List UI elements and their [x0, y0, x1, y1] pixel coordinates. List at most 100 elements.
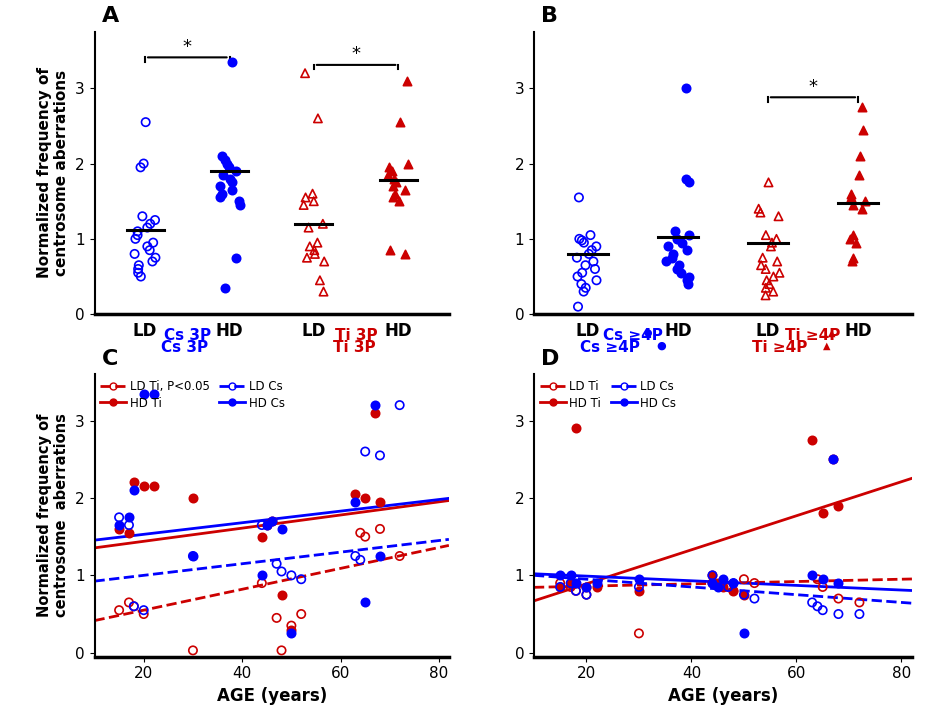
Point: [725, 578, 740, 589]
Point: [704, 578, 719, 589]
Point: [259, 520, 274, 531]
Point: [185, 645, 200, 656]
Point: [569, 271, 584, 282]
Point: [307, 244, 322, 256]
Point: [670, 260, 685, 271]
Point: [399, 75, 414, 86]
Point: [674, 237, 689, 249]
Text: ▲: ▲: [822, 340, 830, 350]
Point: [254, 531, 269, 542]
Point: [214, 188, 229, 199]
Point: [673, 267, 688, 278]
Point: [259, 520, 274, 531]
Point: [587, 263, 602, 275]
Point: [142, 244, 157, 256]
Point: [302, 241, 317, 252]
Text: ●: ●: [643, 328, 651, 337]
Point: [852, 150, 868, 162]
Point: [576, 237, 591, 249]
Point: [760, 176, 775, 188]
Point: [746, 593, 761, 604]
Point: [765, 286, 780, 297]
Point: [111, 523, 126, 534]
Point: [589, 578, 604, 589]
Point: [573, 278, 588, 289]
Point: [385, 181, 400, 192]
Point: [720, 581, 735, 592]
Point: [704, 570, 719, 581]
Point: [757, 289, 772, 301]
Point: [219, 158, 234, 169]
Point: [357, 446, 372, 457]
Point: [720, 581, 735, 592]
Point: [396, 249, 412, 260]
Point: [574, 267, 589, 278]
Point: [845, 199, 860, 210]
Point: [771, 267, 786, 278]
Point: [725, 578, 740, 589]
Point: [133, 162, 148, 173]
Point: [763, 241, 778, 252]
Point: [140, 222, 155, 233]
Point: [283, 570, 298, 581]
Text: C: C: [102, 349, 118, 369]
Point: [576, 286, 591, 297]
Point: [842, 192, 857, 203]
Point: [752, 260, 767, 271]
Point: [681, 176, 696, 188]
Point: [295, 199, 311, 210]
Point: [681, 229, 696, 241]
Point: [231, 196, 246, 207]
Point: [563, 578, 578, 589]
Point: [815, 508, 830, 519]
Point: [709, 578, 724, 589]
Point: [380, 169, 396, 181]
Point: [680, 275, 695, 286]
Point: [845, 252, 860, 263]
Point: [372, 523, 387, 534]
Point: [571, 192, 586, 203]
Point: [552, 578, 567, 589]
Point: [315, 218, 330, 229]
Y-axis label: Normalized frequency of
centrosome  aberrations: Normalized frequency of centrosome aberr…: [37, 414, 70, 617]
Point: [851, 597, 866, 608]
Point: [301, 222, 316, 233]
Point: [757, 263, 772, 275]
Point: [307, 249, 322, 260]
Point: [582, 229, 598, 241]
Point: [228, 165, 243, 176]
Point: [725, 585, 740, 597]
Point: [391, 196, 406, 207]
Point: [851, 609, 866, 620]
Point: [579, 581, 594, 592]
Point: [274, 589, 289, 600]
Point: [385, 192, 400, 203]
Point: [316, 256, 331, 267]
Point: [815, 604, 830, 616]
Point: [372, 496, 387, 508]
Point: [678, 83, 693, 94]
Point: [126, 484, 142, 496]
Point: [825, 454, 840, 465]
Point: [254, 570, 269, 581]
Point: [770, 210, 785, 222]
Point: [185, 551, 200, 562]
Point: [269, 558, 284, 569]
Point: [111, 520, 126, 531]
Point: [136, 609, 151, 620]
Point: [574, 234, 589, 246]
Point: [145, 481, 160, 492]
Point: [283, 620, 298, 631]
Point: [830, 500, 845, 511]
Point: [372, 450, 387, 461]
Point: [145, 237, 160, 249]
Point: [222, 173, 237, 184]
Point: [393, 116, 408, 128]
Text: *: *: [182, 38, 192, 56]
Point: [757, 229, 772, 241]
Text: Ti 3P: Ti 3P: [334, 328, 377, 342]
Text: *: *: [351, 45, 361, 64]
Point: [136, 481, 151, 492]
Point: [631, 585, 646, 597]
Point: [579, 589, 594, 600]
